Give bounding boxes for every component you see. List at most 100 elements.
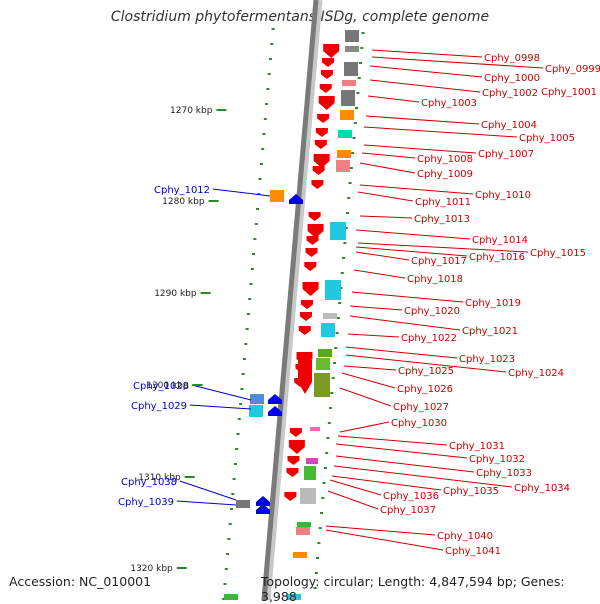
leader-line	[359, 162, 416, 174]
reverse-gene-label: Cphy_1005	[519, 133, 575, 144]
tick-dot	[237, 418, 241, 420]
reverse-gene-label: Cphy_1008	[417, 154, 473, 165]
tick-dot	[268, 58, 272, 60]
tick-dot	[360, 47, 364, 49]
reverse-gene-arrow	[323, 44, 340, 58]
tick-dot	[259, 163, 263, 165]
feature-block	[310, 427, 320, 431]
tick-dot	[239, 403, 243, 405]
leader-line	[365, 115, 480, 125]
reverse-gene-label: Cphy_1024	[508, 368, 564, 379]
forward-gene-label: Cphy_1039	[118, 497, 174, 508]
reverse-gene-arrow	[289, 428, 302, 437]
tick-dot	[240, 388, 244, 390]
leader-line	[337, 435, 448, 446]
feature-block	[341, 90, 355, 106]
reverse-gene-label: Cphy_1022	[401, 333, 457, 344]
tick-dot	[254, 223, 258, 225]
backbone-line	[261, 0, 319, 600]
scale-label: 1290 kbp	[154, 289, 197, 299]
reverse-gene-label: Cphy_1016	[469, 252, 525, 263]
leader-line	[176, 500, 237, 506]
leader-line	[339, 387, 392, 407]
tick-dot	[228, 523, 232, 525]
scale-label: 1320 kbp	[130, 564, 173, 574]
reverse-gene-label: Cphy_1019	[465, 298, 521, 309]
leader-line	[371, 49, 483, 58]
gene-labels: Cphy_1012 Cphy_1028 Cphy_1029 Cphy_1038 Cphy…	[118, 53, 600, 557]
leader-line	[363, 126, 518, 138]
reverse-gene-label: Cphy_1003	[421, 98, 477, 109]
reverse-gene-arrow	[298, 360, 312, 394]
feature-block	[250, 394, 264, 404]
leader-line	[325, 525, 436, 536]
tick-dot	[270, 43, 274, 45]
tick-dot	[253, 238, 257, 240]
tick-dot	[347, 197, 351, 199]
leader-line	[331, 475, 442, 491]
reverse-gene-arrow	[317, 114, 330, 123]
tick-dot	[262, 133, 266, 135]
leader-line	[369, 79, 481, 93]
leader-line	[357, 191, 414, 202]
feature-block	[297, 522, 311, 527]
leader-line	[343, 365, 397, 371]
reverse-gene-arrow	[320, 70, 333, 79]
reverse-gene-label: Cphy_1037	[380, 505, 436, 516]
tick-dot	[249, 283, 253, 285]
leader-line	[325, 529, 444, 551]
leader-line	[359, 215, 413, 219]
gene-arrows	[256, 44, 340, 514]
feature-block	[338, 130, 352, 138]
tick-dot	[331, 377, 335, 379]
reverse-gene-arrow	[306, 236, 319, 245]
tick-dot	[252, 253, 256, 255]
leader-line	[355, 251, 410, 261]
leader-line	[371, 56, 544, 69]
reverse-gene-label: Cphy_1034	[514, 483, 570, 494]
scale-label: 1270 kbp	[170, 106, 213, 116]
reverse-gene-arrow	[299, 312, 312, 321]
feature-block	[287, 594, 301, 600]
leader-line	[355, 246, 468, 257]
tick-dot	[356, 92, 360, 94]
leader-line	[335, 443, 468, 459]
reverse-gene-arrow	[288, 440, 305, 454]
tick-dot	[229, 508, 233, 510]
reverse-gene-label: Cphy_1001	[541, 87, 597, 98]
forward-gene-label: Cphy_1038	[121, 477, 177, 488]
feature-block	[340, 110, 354, 120]
reverse-gene-label: Cphy_1007	[478, 149, 534, 160]
forward-gene-label: Cphy_1029	[131, 401, 187, 412]
reverse-gene-arrow	[318, 96, 335, 110]
tick-dot	[326, 437, 330, 439]
accession-text: Accession: NC_010001	[9, 574, 152, 589]
tick-dot	[314, 572, 318, 574]
reverse-gene-arrow	[308, 212, 321, 221]
leader-line	[349, 305, 403, 311]
tick-dot	[255, 208, 259, 210]
tick-dot	[257, 193, 261, 195]
feature-block	[296, 527, 310, 535]
feature-block	[325, 280, 341, 300]
reverse-gene-arrow	[311, 180, 324, 189]
map-title: Clostridium phytofermentans ISDg, comple…	[110, 9, 490, 25]
tick-dot	[327, 422, 331, 424]
feature-block	[345, 30, 359, 42]
reverse-gene-label: Cphy_1009	[417, 169, 473, 180]
tick-dot	[227, 538, 231, 540]
tick-dot	[343, 242, 347, 244]
feature-block	[300, 488, 316, 504]
tick-dot	[232, 478, 236, 480]
feature-block	[345, 46, 359, 52]
reverse-gene-label: Cphy_1020	[404, 306, 460, 317]
leader-line	[327, 490, 379, 510]
reverse-gene-arrow	[319, 84, 332, 93]
reverse-gene-arrow	[304, 262, 317, 271]
tick-dot	[231, 493, 235, 495]
tick-dot	[235, 448, 239, 450]
tick-dot	[223, 583, 227, 585]
reverse-gene-label: Cphy_1023	[459, 354, 515, 365]
tick-dot	[317, 542, 321, 544]
